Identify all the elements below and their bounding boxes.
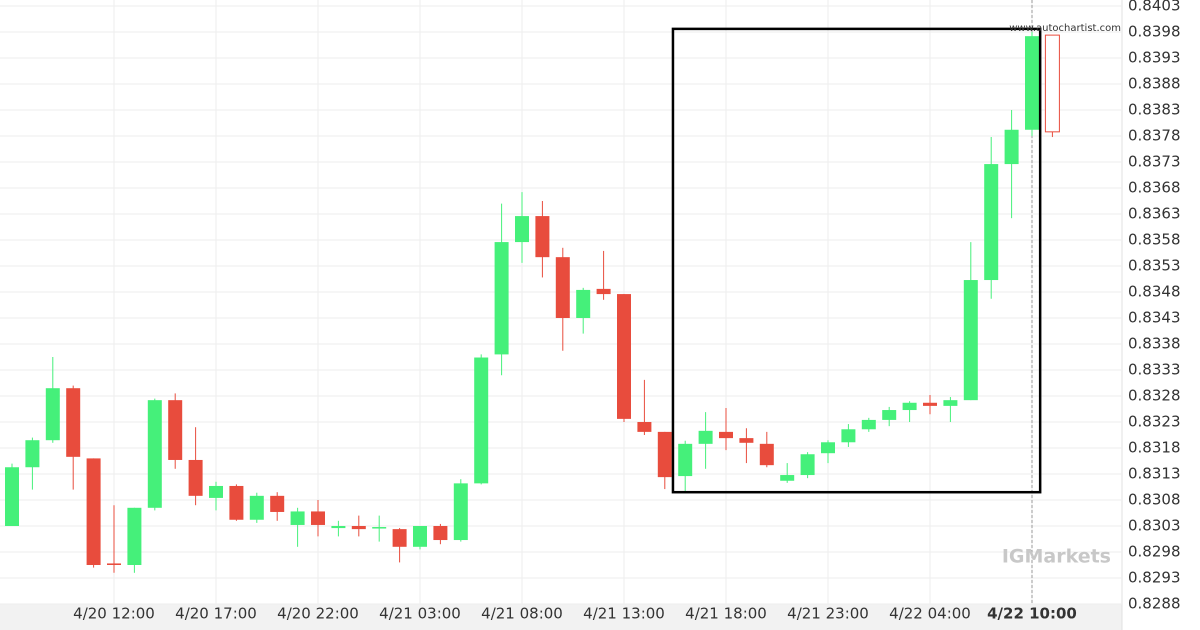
y-tick-label: 0.8353	[1128, 257, 1181, 275]
y-tick-label: 0.8293	[1128, 569, 1181, 587]
y-tick-label: 0.8398	[1128, 23, 1181, 41]
candle-body	[229, 485, 244, 520]
candle-body	[576, 289, 591, 318]
x-tick-label: 4/20 22:00	[277, 605, 359, 623]
x-tick-label: 4/21 18:00	[685, 605, 767, 623]
candle-body	[678, 443, 693, 477]
x-tick-label: 4/21 03:00	[379, 605, 461, 623]
x-tick-label: 4/21 13:00	[583, 605, 665, 623]
y-tick-label: 0.8288	[1128, 595, 1181, 613]
candle-body	[474, 357, 489, 484]
candle-body	[351, 526, 366, 530]
y-tick-label: 0.8348	[1128, 283, 1181, 301]
y-tick-label: 0.8298	[1128, 543, 1181, 561]
y-tick-label: 0.8323	[1128, 413, 1181, 431]
candle-body	[290, 511, 305, 525]
candle-body	[331, 526, 346, 529]
candle-body	[270, 495, 285, 512]
candle-body	[1044, 34, 1060, 133]
candle-body	[800, 454, 815, 476]
candle-body	[515, 216, 529, 243]
logo: IGMarkets	[1002, 546, 1111, 568]
y-tick-label: 0.8383	[1128, 101, 1181, 119]
y-tick-label: 0.8403	[1128, 0, 1181, 15]
candle-body	[209, 485, 223, 498]
candle-body	[147, 400, 162, 508]
candle-body	[249, 495, 264, 520]
y-tick-label: 0.8368	[1128, 179, 1181, 197]
x-tick-label: 4/21 08:00	[481, 605, 563, 623]
y-tick-label: 0.8333	[1128, 361, 1181, 379]
y-tick-label: 0.8328	[1128, 387, 1181, 405]
candle-body	[923, 402, 937, 406]
candle-body	[45, 388, 60, 441]
y-tick-label: 0.8303	[1128, 517, 1181, 535]
candle-body	[1004, 129, 1019, 165]
candle-body	[5, 467, 19, 526]
pattern-box	[671, 27, 1042, 494]
candle-body	[963, 280, 978, 401]
y-tick-label: 0.8313	[1128, 465, 1181, 483]
candle-body	[433, 526, 448, 541]
candle-body	[25, 440, 40, 468]
candle-body	[902, 402, 917, 411]
y-tick-label: 0.8343	[1128, 309, 1181, 327]
y-tick-label: 0.8378	[1128, 127, 1181, 145]
candle-body	[861, 419, 876, 430]
candle-body	[984, 164, 999, 281]
candle-body	[413, 526, 427, 547]
candle-body	[453, 483, 468, 541]
candle-body	[107, 563, 121, 565]
candle-body	[372, 527, 387, 529]
candle-body	[86, 458, 101, 565]
candle-body	[617, 294, 631, 419]
candle-body	[311, 511, 325, 525]
candle-body	[882, 410, 897, 420]
x-tick-label: 4/20 17:00	[175, 605, 257, 623]
candle-body	[841, 429, 856, 443]
candle-body	[1025, 36, 1039, 130]
candle-body	[555, 257, 570, 318]
candle-body	[821, 442, 835, 454]
x-tick-label: 4/22 10:00	[987, 605, 1077, 623]
candle-body	[759, 443, 774, 466]
candle-body	[596, 288, 611, 295]
candle-body	[698, 430, 713, 444]
y-tick-label: 0.8318	[1128, 439, 1181, 457]
y-tick-label: 0.8363	[1128, 205, 1181, 223]
watermark: www.autochartist.com	[1009, 23, 1121, 34]
candle-body	[719, 431, 733, 439]
y-tick-label: 0.8388	[1128, 75, 1181, 93]
candle-body	[188, 459, 203, 496]
y-tick-label: 0.8338	[1128, 335, 1181, 353]
y-tick-label: 0.8373	[1128, 153, 1181, 171]
candle-body	[637, 422, 652, 432]
candle-body	[780, 475, 795, 481]
candle-body	[168, 400, 183, 460]
x-tick-label: 4/22 04:00	[889, 605, 971, 623]
candle-body	[392, 529, 407, 547]
x-axis-band	[0, 604, 1122, 630]
candle-body	[943, 400, 958, 406]
candle-body	[66, 388, 81, 457]
candle-body	[127, 507, 142, 565]
candle-body	[494, 242, 509, 355]
y-tick-label: 0.8308	[1128, 491, 1181, 509]
x-tick-label: 4/20 12:00	[73, 605, 155, 623]
y-tick-label: 0.8358	[1128, 231, 1181, 249]
candle-body	[535, 216, 550, 258]
candle-body	[739, 438, 754, 443]
y-tick-label: 0.8393	[1128, 49, 1181, 67]
candle-body	[657, 431, 672, 478]
x-tick-label: 4/21 23:00	[787, 605, 869, 623]
